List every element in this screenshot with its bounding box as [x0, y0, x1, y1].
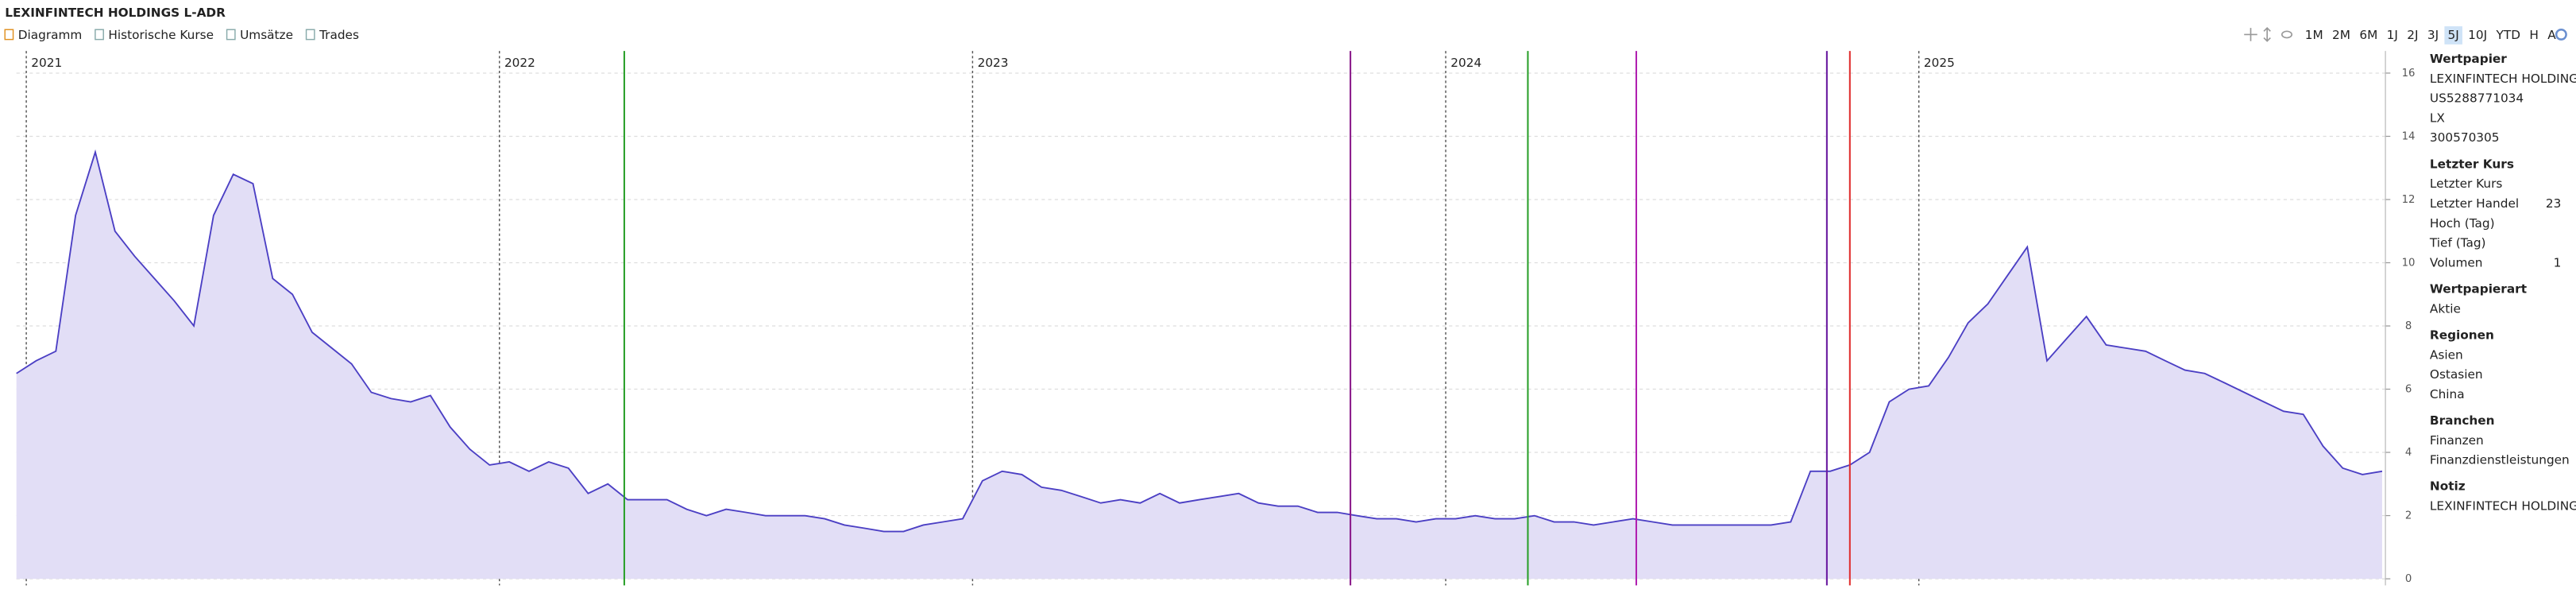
- field-label: Letzter Handel: [2430, 196, 2519, 211]
- range-button[interactable]: 2J: [2407, 28, 2418, 42]
- x-tick-label: 2021: [31, 56, 62, 70]
- y-tick-label: 12: [2402, 194, 2416, 206]
- field-label: Hoch (Tag): [2430, 216, 2495, 231]
- range-button[interactable]: 5J: [2448, 28, 2459, 42]
- section-title: Letzter Kurs: [2430, 157, 2514, 171]
- field-value: 23: [2546, 196, 2561, 211]
- field-label: LX: [2430, 111, 2445, 125]
- section-title: Branchen: [2430, 413, 2495, 428]
- event-lines: [623, 51, 1851, 586]
- field-label: Ostasien: [2430, 367, 2483, 382]
- y-tick-label: 6: [2405, 384, 2412, 396]
- field-label: LEXINFINTECH HOLDING: [2430, 499, 2576, 514]
- range-button[interactable]: 10J: [2468, 28, 2487, 42]
- x-tick-label: 2023: [978, 56, 1009, 70]
- field-label: Finanzen: [2430, 433, 2484, 448]
- section-title: Notiz: [2430, 479, 2466, 494]
- x-tick-label: 2022: [504, 56, 535, 70]
- page-title: LEXINFINTECH HOLDINGS L-ADR: [5, 6, 226, 20]
- field-label: China: [2430, 387, 2465, 401]
- field-label: US5288771034: [2430, 91, 2524, 106]
- tab[interactable]: Diagramm: [18, 28, 83, 42]
- range-button[interactable]: 1M: [2305, 28, 2323, 42]
- x-tick-label: 2025: [1924, 56, 1955, 70]
- field-label: Volumen: [2430, 255, 2483, 269]
- y-tick-label: 8: [2405, 320, 2412, 332]
- field-label: Letzter Kurs: [2430, 176, 2503, 191]
- range-button[interactable]: YTD: [2496, 28, 2520, 42]
- field-label: 300570305: [2430, 130, 2500, 145]
- tab-icon[interactable]: [95, 29, 104, 41]
- section-title: Regionen: [2430, 328, 2494, 342]
- tab[interactable]: Historische Kurse: [108, 28, 214, 42]
- y-tick-label: 4: [2405, 447, 2412, 459]
- range-button[interactable]: A: [2547, 28, 2556, 42]
- range-button[interactable]: 3J: [2427, 28, 2439, 42]
- field-label: Aktie: [2430, 301, 2461, 316]
- price-area: [16, 152, 2382, 580]
- x-tick-label: 2024: [1450, 56, 1481, 70]
- settings-icon[interactable]: [2555, 28, 2567, 41]
- range-selected: [2444, 26, 2462, 45]
- tab-icon[interactable]: [226, 29, 236, 41]
- y-tick-label: 16: [2402, 68, 2416, 79]
- price-line: [16, 149, 2383, 533]
- field-label: LEXINFINTECH HOLDING: [2430, 72, 2576, 86]
- section-title: Wertpapier: [2430, 52, 2507, 66]
- y-tick-label: 10: [2402, 257, 2416, 269]
- tab-icon[interactable]: [305, 29, 315, 41]
- range-button[interactable]: 1J: [2387, 28, 2398, 42]
- field-label: Tief (Tag): [2429, 236, 2486, 250]
- field-value: 1: [2554, 255, 2562, 269]
- tab[interactable]: Trades: [319, 28, 359, 42]
- y-tick-label: 14: [2402, 130, 2416, 142]
- toolbar-icons: [2244, 26, 2293, 42]
- tab-icon[interactable]: [4, 29, 14, 41]
- tab[interactable]: Umsätze: [240, 28, 293, 42]
- field-label: Finanzdienstleistungen: [2430, 453, 2570, 467]
- field-label: Asien: [2430, 347, 2463, 362]
- y-tick-label: 2: [2405, 510, 2412, 522]
- y-tick-label: 0: [2405, 573, 2412, 585]
- range-button[interactable]: 6M: [2359, 28, 2377, 42]
- section-title: Wertpapierart: [2430, 282, 2527, 297]
- range-button[interactable]: H: [2529, 28, 2539, 42]
- range-button[interactable]: 2M: [2332, 28, 2350, 42]
